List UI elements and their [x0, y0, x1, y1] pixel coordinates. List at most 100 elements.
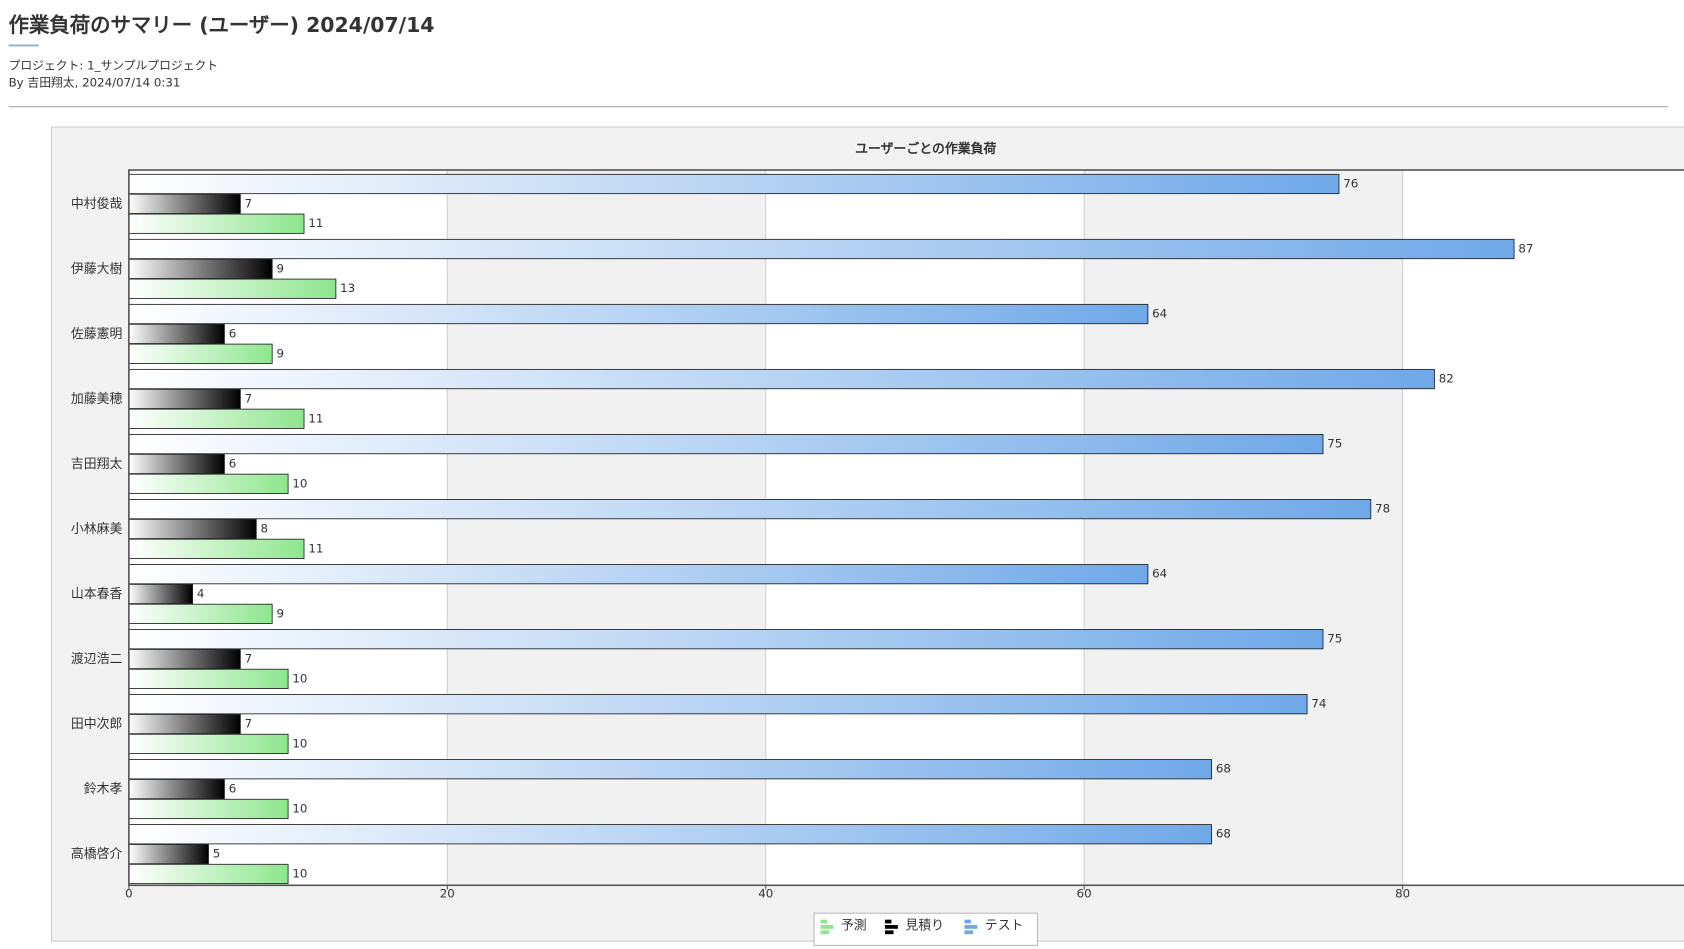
- value-label: 9: [276, 606, 284, 620]
- bar: [128, 694, 1308, 715]
- value-label: 8: [261, 521, 269, 535]
- value-label: 68: [1216, 762, 1231, 776]
- chart-title: ユーザーごとの作業負荷: [855, 141, 996, 157]
- value-label: 78: [1375, 502, 1390, 516]
- value-label: 11: [308, 541, 323, 555]
- title-underline: [8, 44, 39, 47]
- bar: [128, 453, 225, 475]
- bar: [128, 824, 1212, 845]
- value-label: 10: [292, 866, 307, 880]
- bar: [128, 538, 305, 559]
- plot-frame: [128, 169, 1684, 887]
- bar: [128, 583, 193, 605]
- bar: [128, 564, 1149, 585]
- bar: [128, 343, 273, 364]
- bar: [128, 238, 1515, 260]
- legend-swatch: [964, 930, 974, 935]
- legend-swatch: [820, 919, 827, 924]
- legend-label: 見積り: [905, 919, 944, 934]
- bar: [128, 648, 241, 670]
- bar: [128, 278, 337, 299]
- value-label: 10: [292, 736, 307, 750]
- value-label: 7: [245, 196, 253, 210]
- value-label: 11: [308, 411, 323, 425]
- project-line: プロジェクト: 1_サンプルプロジェクト: [9, 58, 219, 72]
- bar: [128, 323, 225, 345]
- bar: [128, 258, 273, 279]
- value-label: 11: [308, 216, 323, 230]
- bar: [128, 408, 305, 429]
- value-label: 76: [1343, 176, 1358, 190]
- y-tick-label: 佐藤憲明: [71, 326, 123, 342]
- legend-swatch: [964, 919, 971, 924]
- byline: By 吉田翔太, 2024/07/14 0:31: [9, 76, 181, 90]
- legend-swatch: [820, 930, 830, 935]
- legend-label: テスト: [985, 919, 1024, 934]
- legend-swatch: [884, 925, 898, 929]
- bar: [128, 733, 289, 755]
- value-label: 10: [292, 671, 307, 685]
- y-tick-label: 山本春香: [71, 587, 123, 602]
- y-tick-label: 小林麻美: [71, 522, 123, 537]
- y-tick-label: 中村俊哉: [71, 197, 123, 212]
- x-tick-label: 0: [125, 886, 133, 900]
- bar: [128, 473, 289, 494]
- x-tick-label: 60: [1077, 886, 1092, 900]
- x-tick-label: 80: [1395, 886, 1410, 900]
- bar: [128, 388, 241, 410]
- x-tick-label: 40: [758, 886, 773, 900]
- value-label: 5: [213, 847, 221, 861]
- value-label: 64: [1152, 307, 1167, 321]
- bar: [128, 433, 1324, 455]
- value-label: 9: [276, 346, 284, 360]
- x-tick-label: 20: [440, 886, 455, 900]
- bar: [128, 798, 289, 820]
- bar: [128, 863, 289, 885]
- value-label: 7: [245, 652, 253, 666]
- legend-item: テスト: [964, 919, 1023, 935]
- value-label: 9: [276, 261, 284, 275]
- y-tick-label: 鈴木孝: [84, 782, 123, 797]
- y-tick-label: 高橋啓介: [71, 846, 123, 862]
- value-label: 6: [229, 456, 237, 470]
- y-tick-label: 渡辺浩二: [71, 651, 123, 667]
- bar: [128, 193, 241, 214]
- legend-swatch: [884, 930, 894, 935]
- value-label: 7: [245, 391, 253, 405]
- value-label: 64: [1152, 567, 1167, 581]
- y-tick-label: 伊藤大樹: [71, 262, 123, 277]
- value-label: 13: [340, 281, 355, 295]
- bar: [128, 173, 1340, 195]
- bar: [128, 499, 1372, 520]
- bar: [128, 629, 1324, 650]
- legend-swatch: [964, 925, 978, 929]
- y-tick-label: 吉田翔太: [71, 457, 123, 472]
- value-label: 87: [1518, 242, 1533, 256]
- value-label: 75: [1327, 437, 1342, 451]
- value-label: 4: [197, 587, 205, 601]
- bar: [128, 713, 241, 735]
- bar: [128, 303, 1149, 325]
- legend-label: 予測: [841, 919, 867, 934]
- value-label: 10: [292, 801, 307, 815]
- legend: [813, 912, 1039, 946]
- bar: [128, 213, 305, 234]
- value-label: 82: [1439, 372, 1454, 386]
- bar: [128, 778, 225, 800]
- bar: [128, 368, 1435, 390]
- bar: [128, 603, 273, 624]
- bar: [128, 518, 257, 540]
- value-label: 10: [292, 476, 307, 490]
- legend-item: 見積り: [884, 919, 944, 935]
- page-title: 作業負荷のサマリー (ユーザー) 2024/07/14: [9, 13, 435, 37]
- value-label: 6: [229, 782, 237, 796]
- bar: [128, 668, 289, 689]
- value-label: 75: [1327, 632, 1342, 646]
- value-label: 68: [1216, 827, 1231, 841]
- bar: [128, 759, 1212, 780]
- bar: [128, 844, 209, 865]
- y-tick-label: 加藤美穂: [71, 392, 123, 407]
- legend-swatch: [820, 925, 834, 929]
